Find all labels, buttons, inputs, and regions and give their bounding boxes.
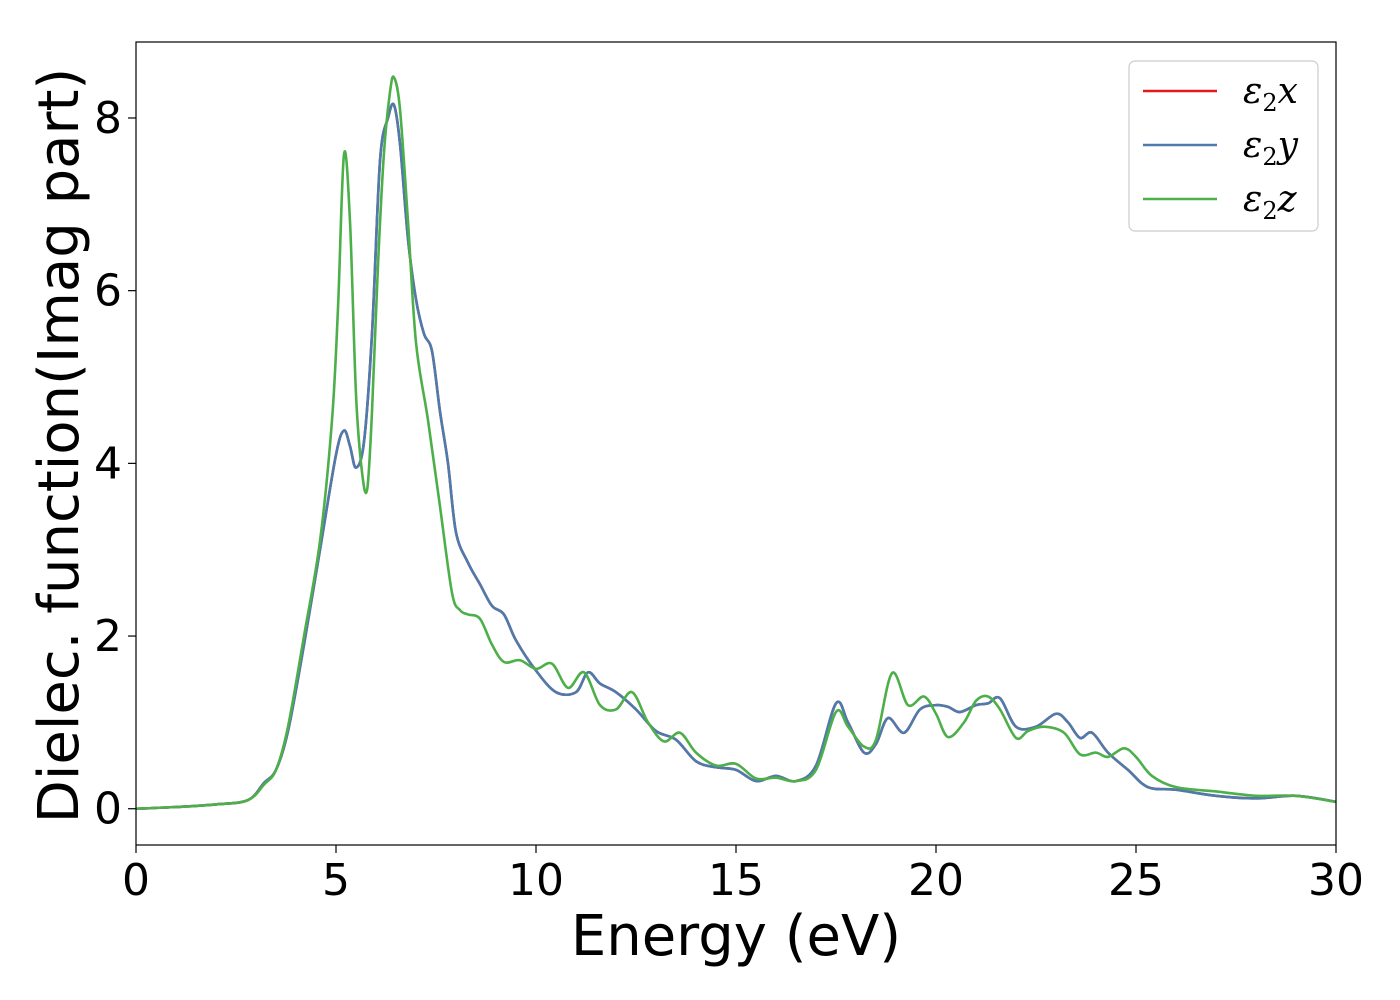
x-tick-label: 0: [122, 855, 150, 906]
ticks-layer: 0 5 10 15 20 25 30 0 2 4 6 8: [94, 93, 1364, 906]
x-tick-label: 10: [508, 855, 564, 906]
legend-label-variable: x: [1278, 71, 1298, 112]
legend-label-subscript: 2: [1262, 143, 1277, 171]
y-tick-label: 4: [94, 438, 122, 489]
y-axis-title: Dielec. function(Imag part): [27, 68, 92, 824]
plot-frame: [135, 41, 1337, 846]
x-axis-title: Energy (eV): [571, 904, 901, 969]
legend-label-x: ε2x: [1243, 71, 1298, 117]
series-line-y: [136, 102, 1336, 811]
x-tick-label: 15: [708, 855, 764, 906]
x-tick-label: 20: [908, 855, 964, 906]
legend-label-variable: y: [1276, 125, 1299, 166]
x-tick-label: 5: [322, 855, 350, 906]
legend-label-base: ε: [1243, 125, 1262, 166]
x-tick-label: 25: [1108, 855, 1164, 906]
legend-box: [1128, 60, 1319, 232]
x-tick-label: 30: [1308, 855, 1364, 906]
legend-label-subscript: 2: [1262, 89, 1277, 117]
series-layer: [136, 75, 1336, 811]
y-tick-label: 2: [94, 611, 122, 662]
legend-label-z: ε2z: [1243, 179, 1298, 225]
legend-label-y: ε2y: [1243, 125, 1299, 171]
legend-label-subscript: 2: [1262, 197, 1277, 225]
legend-label-variable: z: [1277, 179, 1298, 220]
series-line-z: [136, 75, 1336, 811]
y-tick-label: 0: [94, 784, 122, 835]
y-tick-label: 8: [94, 93, 122, 144]
legend-label-base: ε: [1243, 71, 1262, 112]
y-tick-label: 6: [94, 266, 122, 317]
legend-label-base: ε: [1243, 179, 1262, 220]
